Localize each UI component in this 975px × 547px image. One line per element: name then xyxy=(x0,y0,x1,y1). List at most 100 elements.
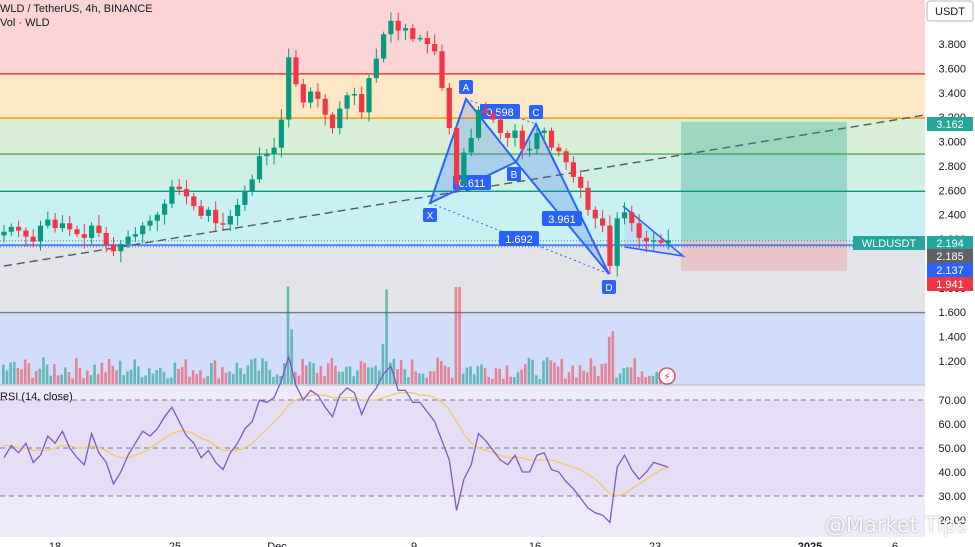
volume-bar xyxy=(341,371,345,384)
volume-bar xyxy=(115,370,118,384)
volume-bar xyxy=(542,360,545,384)
volume-bar xyxy=(622,368,626,384)
candle-body xyxy=(381,34,387,59)
fib-band-4 xyxy=(0,191,925,246)
rsi-tick-label: 50.00 xyxy=(938,443,966,455)
volume-bar xyxy=(418,373,421,384)
candle-body xyxy=(147,220,153,226)
position-profit-zone xyxy=(681,121,847,240)
volume-bar xyxy=(553,362,556,384)
volume-bar xyxy=(272,377,275,384)
volume-bar xyxy=(432,371,436,384)
volume-bar xyxy=(155,370,158,384)
candle-body xyxy=(308,91,314,103)
volume-bar xyxy=(67,372,71,384)
candle-body xyxy=(475,109,482,138)
volume-bar xyxy=(129,369,133,384)
volume-bar xyxy=(374,365,377,384)
volume-bar xyxy=(319,366,323,384)
volume-bar xyxy=(655,371,658,384)
time-tick-label: 18 xyxy=(49,541,61,547)
candle-body xyxy=(519,130,525,149)
volume-bar xyxy=(367,367,370,384)
candle-body xyxy=(454,128,460,185)
candle-body xyxy=(395,20,401,31)
long-position-tool[interactable] xyxy=(681,121,847,271)
volume-bar xyxy=(53,364,56,384)
candle-body xyxy=(264,153,270,157)
volume-bar xyxy=(34,370,38,384)
volume-bar xyxy=(304,365,308,384)
volume-bar xyxy=(23,359,27,384)
price-tick-label: 1.200 xyxy=(938,356,966,368)
pattern-point-a-label: A xyxy=(463,83,470,94)
candle-body xyxy=(337,108,343,129)
time-tick-label: Dec xyxy=(267,541,287,547)
volume-bar xyxy=(27,363,31,384)
candle-body xyxy=(67,223,73,230)
volume-bar xyxy=(283,363,286,384)
volume-bar xyxy=(637,377,640,384)
candle-body xyxy=(198,206,204,216)
volume-bar xyxy=(49,375,53,384)
volume-bar xyxy=(104,372,107,384)
volume-bar xyxy=(593,365,596,384)
ratio-badge-0 xyxy=(480,104,520,119)
volume-bar xyxy=(531,359,534,384)
symbol-tag-bg xyxy=(853,236,925,250)
rsi-lines xyxy=(3,354,669,524)
volume-bar xyxy=(381,344,385,384)
candle-body xyxy=(315,91,321,99)
candle-body xyxy=(81,234,87,238)
volume-bar xyxy=(392,358,396,384)
volume-bar xyxy=(111,365,115,384)
candle-body xyxy=(213,209,219,224)
pattern-point-d-label: D xyxy=(605,283,612,294)
volume-bar xyxy=(286,286,290,384)
time-axis-background xyxy=(0,537,975,547)
rsi-tick-label: 30.00 xyxy=(938,491,966,503)
candle-body xyxy=(1,231,7,236)
volume-bar xyxy=(330,357,334,384)
volume-bar xyxy=(443,365,447,384)
volume-bar xyxy=(491,378,494,384)
candle-body xyxy=(621,212,628,219)
volume-bar xyxy=(520,369,523,384)
volume-bar xyxy=(498,368,501,384)
volume-bar xyxy=(326,363,330,384)
candle-body xyxy=(30,236,36,242)
price-tag-value: 2.137 xyxy=(936,265,964,277)
pattern-point-x-marker xyxy=(423,208,437,222)
candle-body xyxy=(541,130,547,134)
volume-bar xyxy=(20,369,23,384)
volume-bar xyxy=(461,373,465,384)
volume-bar xyxy=(425,377,428,384)
candle-body xyxy=(220,223,226,225)
volume-bar xyxy=(173,362,177,384)
volume-bar xyxy=(440,361,443,384)
volume-bars: ⚡ xyxy=(2,286,676,385)
volume-bar xyxy=(257,370,261,384)
price-tag-value: 3.162 xyxy=(936,119,964,131)
volume-bar xyxy=(144,375,147,384)
ratio-badge-3 xyxy=(499,231,539,246)
volume-bar xyxy=(483,368,487,384)
volume-bar xyxy=(644,377,647,384)
candle-body xyxy=(578,176,584,188)
candle-body xyxy=(410,28,416,40)
pattern-point-x-label: X xyxy=(427,211,434,222)
time-tick-label: 6 xyxy=(892,541,898,547)
rsi-ma-line xyxy=(4,392,669,497)
time-tick-label: 2025 xyxy=(798,541,822,547)
volume-bar xyxy=(523,364,527,384)
volume-bar xyxy=(407,377,410,384)
volume-bar xyxy=(615,377,618,384)
candle-body xyxy=(534,133,540,149)
price-tick-label: 3.400 xyxy=(938,88,966,100)
candle-body xyxy=(16,226,22,231)
volume-bar xyxy=(450,377,454,384)
pattern-point-b-label: B xyxy=(511,170,518,181)
time-axis[interactable]: 18 25 Dec 9 16 23 2025 6 xyxy=(0,537,975,547)
volume-bar xyxy=(589,358,593,384)
